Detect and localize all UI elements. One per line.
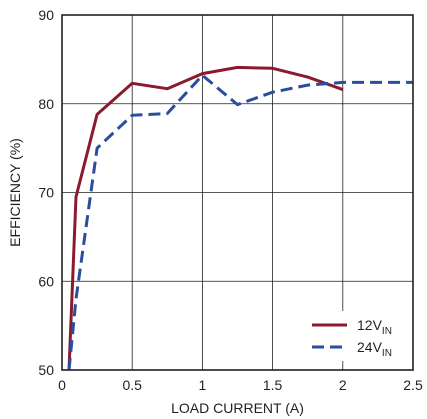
y-tick-label: 90 bbox=[38, 7, 54, 23]
x-tick-labels: 0 0.5 1 1.5 2 2.5 bbox=[58, 377, 423, 393]
x-tick-label: 2.5 bbox=[403, 377, 423, 393]
x-tick-label: 1.5 bbox=[263, 377, 283, 393]
series-lines bbox=[67, 65, 413, 371]
series-line-2 bbox=[67, 73, 413, 371]
plot-frame bbox=[61, 14, 414, 371]
legend-label-2: 24VIN bbox=[357, 339, 392, 359]
series-line-1 bbox=[67, 65, 344, 371]
legend-label-subscript: IN bbox=[382, 348, 392, 359]
y-tick-label: 50 bbox=[38, 362, 54, 378]
x-axis-title: LOAD CURRENT (A) bbox=[171, 400, 304, 416]
x-tick-label: 1 bbox=[199, 377, 207, 393]
y-tick-label: 60 bbox=[38, 273, 54, 289]
legend-label-name: 12V bbox=[357, 317, 383, 333]
x-tick-label: 0 bbox=[58, 377, 66, 393]
y-tick-label: 70 bbox=[38, 185, 54, 201]
legend-background bbox=[305, 311, 405, 361]
x-tick-label: 2 bbox=[339, 377, 347, 393]
y-tick-labels: 50 60 70 80 90 bbox=[38, 7, 54, 378]
legend-label-1: 12VIN bbox=[357, 317, 392, 337]
x-tick-label: 0.5 bbox=[122, 377, 142, 393]
legend-label-subscript: IN bbox=[382, 326, 392, 337]
y-axis-title: EFFICIENCY (%) bbox=[7, 138, 23, 247]
legend-label-name: 24V bbox=[357, 339, 383, 355]
y-tick-label: 80 bbox=[38, 96, 54, 112]
